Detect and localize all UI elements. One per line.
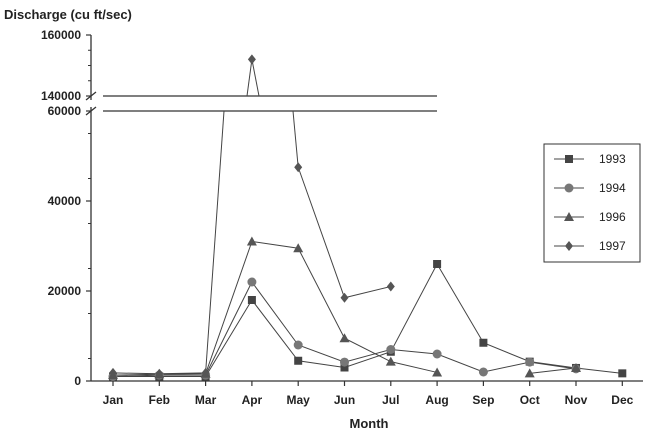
series-line-1996	[529, 367, 577, 374]
marker-1996-nov	[571, 362, 581, 372]
y-tick-label: 40000	[48, 194, 82, 208]
marker-1996-jul	[385, 356, 396, 366]
marker-1997-jul	[386, 281, 395, 292]
series-line-1997-peak-left	[246, 59, 253, 97]
legend-label-1996: 1996	[599, 210, 626, 224]
marker-1993-may	[294, 356, 303, 365]
marker-1997-may	[294, 162, 303, 173]
marker-1997-apr-peak	[247, 54, 256, 65]
x-tick-label: Mar	[195, 393, 217, 407]
x-tick-label: Sep	[472, 393, 494, 407]
y-tick-label: 0	[74, 374, 81, 388]
marker-1996-may	[293, 243, 304, 253]
legend-label-1994: 1994	[599, 181, 626, 195]
marker-1993-apr	[247, 296, 256, 304]
marker-1997-feb	[155, 368, 164, 379]
break-slash-upper	[85, 91, 97, 101]
x-tick-label: Nov	[565, 393, 588, 407]
marker-1997-mar	[201, 367, 210, 378]
legend-box	[543, 143, 641, 263]
x-tick-label: Aug	[425, 393, 448, 407]
x-tick-label: Jan	[103, 393, 124, 407]
marker-1996-oct	[524, 368, 535, 378]
marker-1993-jun	[340, 363, 349, 372]
series-line-1997-fall	[292, 110, 299, 168]
marker-1994-sep	[478, 367, 488, 377]
x-tick-label: Jul	[382, 393, 399, 407]
x-tick-label: Dec	[611, 393, 633, 407]
y-tick-label: 60000	[48, 104, 82, 118]
series-line-1996	[112, 240, 438, 376]
x-tick-label: Feb	[149, 393, 170, 407]
y-tick-label: 160000	[41, 28, 81, 42]
x-tick-label: Oct	[520, 393, 540, 407]
x-tick-label: Jun	[334, 393, 355, 407]
break-slash-lower	[85, 106, 97, 116]
marker-1993-sep	[479, 338, 488, 347]
series-line-1993	[113, 262, 623, 377]
marker-1994-may	[293, 340, 303, 350]
marker-1996-apr	[246, 236, 257, 246]
marker-1996-aug	[432, 367, 443, 377]
legend-label-1993: 1993	[599, 152, 626, 166]
series-line-1997-peak-right	[251, 59, 260, 97]
x-tick-label: May	[287, 393, 311, 407]
series-line-1997	[297, 167, 391, 299]
series-markers	[108, 54, 627, 381]
legend-marker-1994	[564, 183, 574, 193]
y-tick-label: 140000	[41, 89, 81, 103]
marker-1997-jan	[109, 367, 117, 378]
legend: 1993 1994 1996 1997	[543, 143, 641, 263]
marker-1994-apr	[247, 277, 257, 287]
x-axis-title: Month	[350, 416, 389, 430]
marker-1994-jul	[386, 345, 396, 354]
marker-1993-dec	[618, 369, 627, 378]
x-tick-label: Apr	[242, 393, 263, 407]
legend-marker-1993	[565, 155, 573, 163]
legend-marker-1997	[565, 241, 573, 251]
marker-1997-jun	[340, 292, 349, 303]
marker-1994-oct	[525, 357, 535, 367]
legend-label-1997: 1997	[599, 239, 626, 253]
y-axis-title: Discharge (cu ft/sec)	[4, 7, 132, 22]
axis-break-lines	[85, 91, 437, 116]
series-line-1997-rise	[205, 110, 225, 373]
marker-1994-aug	[432, 349, 442, 359]
y-tick-label: 20000	[48, 284, 82, 298]
legend-marker-1996	[564, 212, 574, 221]
marker-1994-jun	[340, 357, 349, 367]
marker-1993-aug	[433, 260, 442, 268]
marker-1996-jun	[339, 333, 350, 343]
